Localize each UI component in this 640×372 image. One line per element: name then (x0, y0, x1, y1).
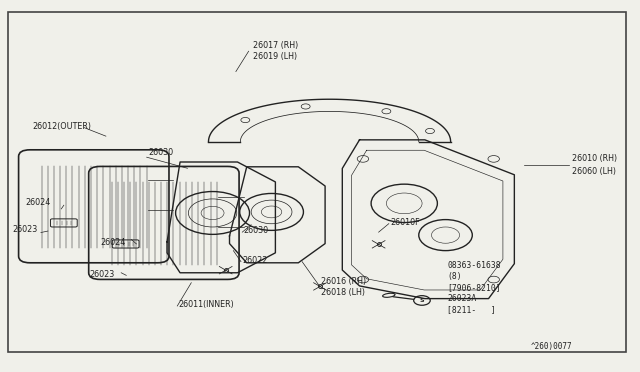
Text: 26017 (RH): 26017 (RH) (253, 41, 298, 50)
Text: 26016 (RH): 26016 (RH) (321, 277, 366, 286)
Text: 26030: 26030 (148, 148, 173, 157)
Text: [7906-8210]: [7906-8210] (447, 283, 501, 292)
Text: 26024: 26024 (100, 238, 125, 247)
Text: 26060 (LH): 26060 (LH) (572, 167, 616, 176)
Text: 26023: 26023 (90, 270, 115, 279)
Text: 26030: 26030 (244, 226, 269, 235)
Text: 26011(INNER): 26011(INNER) (179, 300, 234, 309)
Text: 26023A: 26023A (447, 294, 477, 303)
Text: (8): (8) (447, 272, 462, 281)
Text: 26010 (RH): 26010 (RH) (572, 154, 617, 163)
Text: S: S (420, 298, 424, 303)
Text: 26022: 26022 (243, 256, 268, 265)
Text: [8211-   ]: [8211- ] (447, 305, 496, 314)
Text: 26023: 26023 (13, 225, 38, 234)
Text: 26024: 26024 (26, 198, 51, 207)
Text: 08363-61638: 08363-61638 (447, 261, 501, 270)
Text: 26019 (LH): 26019 (LH) (253, 52, 297, 61)
Text: 26018 (LH): 26018 (LH) (321, 288, 365, 297)
FancyBboxPatch shape (112, 240, 139, 248)
FancyBboxPatch shape (51, 219, 77, 227)
Text: 26012(OUTER): 26012(OUTER) (32, 122, 91, 131)
Text: ^260)0077: ^260)0077 (531, 342, 572, 351)
Text: 26010F: 26010F (390, 218, 420, 227)
